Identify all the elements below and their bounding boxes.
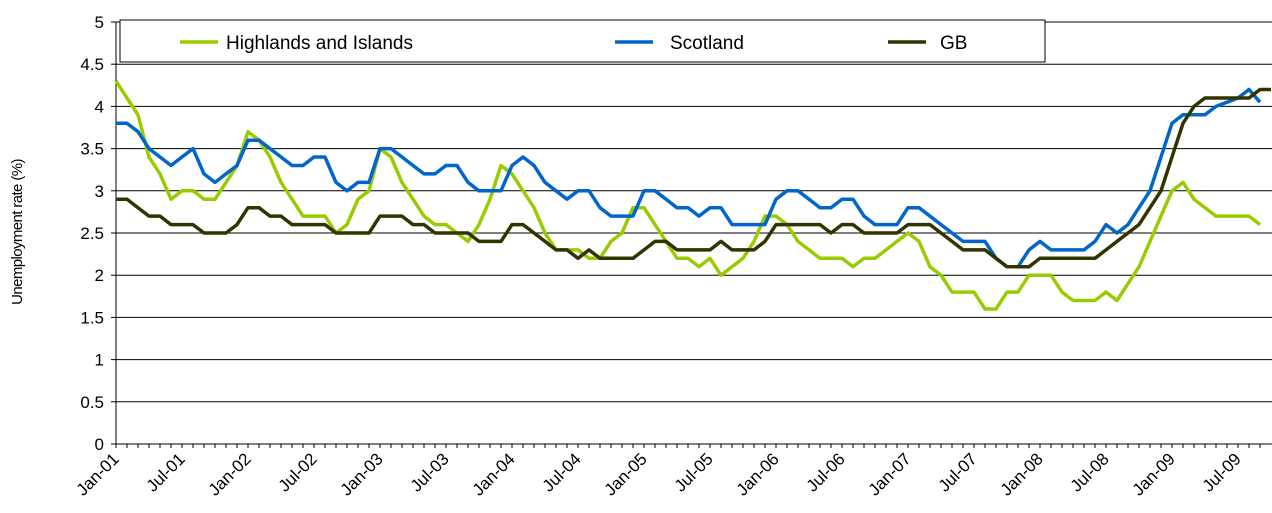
y-tick-label: 1.5 — [80, 308, 104, 327]
x-tick-label: Jan-09 — [1129, 449, 1179, 499]
legend-label-0: Highlands and Islands — [226, 33, 413, 54]
x-tick-label: Jul-02 — [275, 449, 321, 495]
series-line-2 — [116, 87, 1271, 269]
y-tick-label: 4 — [95, 97, 104, 116]
x-tick-label: Jul-01 — [143, 449, 189, 495]
x-tick-label: Jan-08 — [997, 449, 1047, 499]
y-tick-label: 3.5 — [80, 140, 104, 159]
x-tick-label: Jan-02 — [205, 449, 255, 499]
x-tick-label: Jul-06 — [803, 449, 849, 495]
x-tick-label: Jan-07 — [865, 449, 915, 499]
x-tick-label: Jan-03 — [337, 449, 387, 499]
gridlines — [116, 21, 1272, 403]
y-tick-label: 2.5 — [80, 224, 104, 243]
y-axis-title: Unemployment rate (%) — [9, 159, 26, 305]
x-tick-label: Jan-04 — [469, 449, 519, 499]
axes — [111, 21, 1272, 448]
x-tick-label: Jan-05 — [601, 449, 651, 499]
x-tick-label: Jul-03 — [407, 449, 453, 495]
x-tick-label: Jan-06 — [733, 449, 783, 499]
x-tick-label: Jul-08 — [1067, 449, 1113, 495]
legend-label-1: Scotland — [670, 33, 744, 54]
x-tick-label: Jul-05 — [671, 449, 717, 495]
y-tick-label: 5 — [95, 13, 104, 32]
legend: Highlands and Islands Scotland GB — [119, 19, 1046, 63]
y-tick-label: 3 — [95, 182, 104, 201]
y-tick-label: 0.5 — [80, 393, 104, 412]
y-tick-labels: 0 0.5 1 1.5 2 2.5 3 3.5 4 4.5 5 — [80, 13, 104, 454]
legend-label-2: GB — [940, 33, 967, 54]
x-tick-label: Jul-09 — [1199, 449, 1245, 495]
series-line-1 — [116, 87, 1262, 269]
x-tick-labels: Jan-01 Jul-01 Jan-02 Jul-02 Jan-03 Jul-03 Jan-… — [73, 449, 1245, 499]
series-lines — [114, 80, 1271, 311]
x-tick-label: Jan-01 — [73, 449, 123, 499]
y-tick-label: 2 — [95, 266, 104, 285]
y-tick-label: 1 — [95, 351, 104, 370]
x-tick-label: Jul-07 — [935, 449, 981, 495]
x-tick-label: Jul-04 — [539, 449, 585, 495]
series-line-0 — [114, 80, 1262, 311]
y-tick-label: 0 — [95, 435, 104, 454]
y-tick-label: 4.5 — [80, 55, 104, 74]
